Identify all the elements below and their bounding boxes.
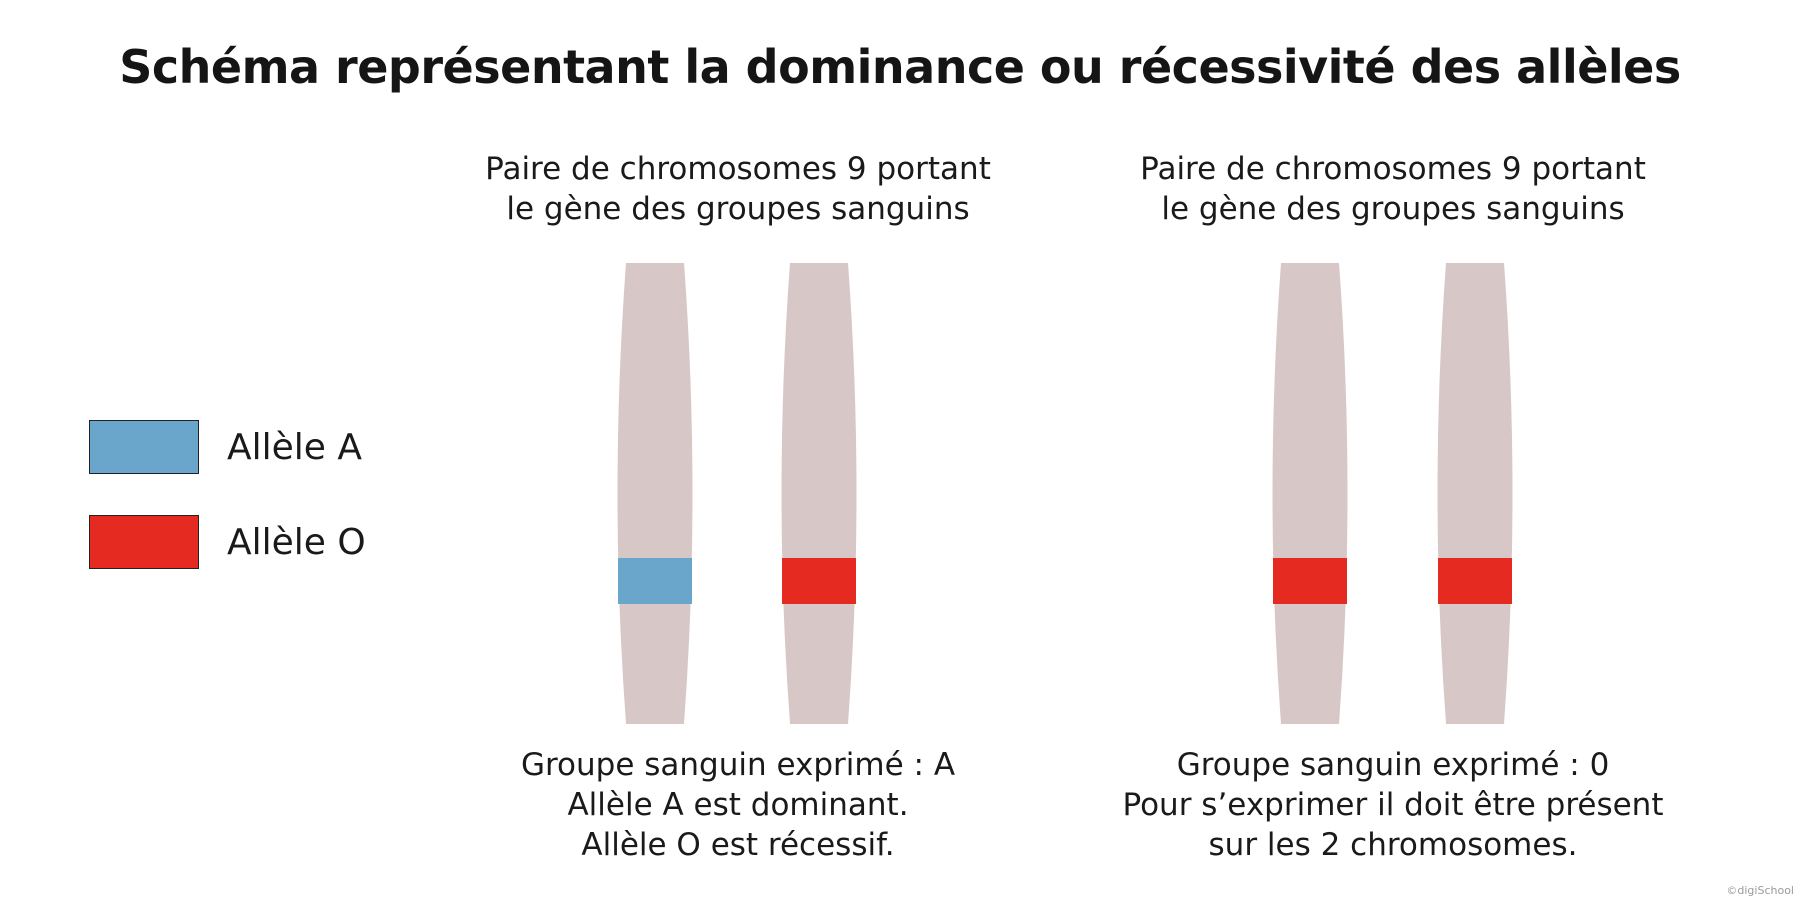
panel-1-chromosome-1	[617, 263, 693, 724]
panel-1-heading-line-2: le gène des groupes sanguins	[506, 191, 970, 227]
panel-2-heading-line-1: Paire de chromosomes 9 portant	[1140, 151, 1646, 187]
panel-1-caption-line-1: Groupe sanguin exprimé : A	[520, 747, 956, 783]
panel-2-chromosome-1-allele-o-band	[1273, 558, 1347, 604]
legend-item-allele-o: Allèle O	[89, 514, 366, 570]
panel-1-caption: Groupe sanguin exprimé : A Allèle A est …	[438, 745, 1038, 865]
panel-2-chromosome-2-allele-o-band	[1438, 558, 1512, 604]
panel-2-caption-line-2: Pour s’exprimer il doit être présent	[1122, 787, 1664, 823]
panel-2-heading: Paire de chromosomes 9 portant le gène d…	[1093, 149, 1693, 229]
panel-2-caption-line-3: sur les 2 chromosomes.	[1208, 827, 1578, 863]
copyright-notice: ©digiSchool	[1726, 884, 1794, 897]
panel-1-caption-line-3: Allèle O est récessif.	[581, 827, 895, 863]
panel-1-heading-line-1: Paire de chromosomes 9 portant	[485, 151, 991, 187]
panel-1-chromosome-2	[781, 263, 857, 724]
legend-item-allele-a: Allèle A	[89, 419, 362, 475]
legend-label-allele-a: Allèle A	[227, 426, 362, 468]
panel-2-caption-line-1: Groupe sanguin exprimé : 0	[1176, 747, 1610, 783]
legend-swatch-allele-a	[89, 420, 199, 474]
panel-2-caption: Groupe sanguin exprimé : 0 Pour s’exprim…	[1043, 745, 1743, 865]
legend-swatch-allele-o	[89, 515, 199, 569]
panel-2-chromosome-1	[1272, 263, 1348, 724]
legend-label-allele-o: Allèle O	[227, 521, 366, 563]
panel-1-chromosome-2-allele-o-band	[782, 558, 856, 604]
diagram-title: Schéma représentant la dominance ou réce…	[119, 40, 1681, 94]
panel-1-caption-line-2: Allèle A est dominant.	[567, 787, 909, 823]
panel-2-chromosome-2	[1437, 263, 1513, 724]
panel-1-heading: Paire de chromosomes 9 portant le gène d…	[438, 149, 1038, 229]
panel-1-chromosome-1-allele-a-band	[618, 558, 692, 604]
panel-2-heading-line-2: le gène des groupes sanguins	[1161, 191, 1625, 227]
